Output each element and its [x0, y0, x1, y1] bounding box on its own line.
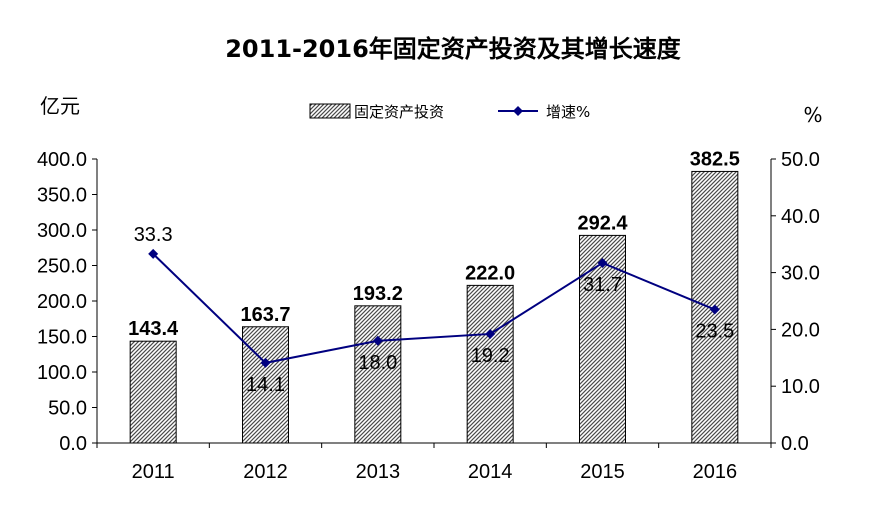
- bar-data-label: 382.5: [690, 148, 740, 170]
- line-data-label: 19.2: [471, 345, 510, 367]
- line-point-diamond: [709, 304, 720, 315]
- right-tick-label: 50.0: [781, 149, 820, 171]
- line-growth-rate: [152, 253, 716, 364]
- bar-investment: [466, 284, 514, 444]
- bar-data-label: 222.0: [465, 262, 515, 284]
- line-data-label: 23.5: [695, 321, 734, 343]
- bar-investment: [242, 326, 289, 444]
- plot-area: 0.0 50.0 100.0 150.0 200.0 250.0 300.0 350.0 400…: [37, 148, 820, 483]
- line-data-label: 18.0: [358, 352, 397, 374]
- chart-title: 2011-2016年固定资产投资及其增长速度: [225, 35, 682, 63]
- right-tick-label: 30.0: [781, 263, 820, 285]
- x-tick-label: 2014: [468, 461, 513, 483]
- x-tick-label: 2013: [356, 461, 401, 483]
- bar-investment: [129, 340, 177, 444]
- line-point-diamond: [485, 328, 496, 339]
- x-tick-label: 2015: [580, 461, 625, 483]
- x-tick-label: 2012: [243, 461, 288, 483]
- left-tick-label: 250.0: [37, 256, 87, 278]
- bar-data-label: 292.4: [577, 212, 628, 234]
- right-tick-label: 10.0: [781, 376, 820, 398]
- right-tick-label: 0.0: [781, 433, 809, 455]
- line-data-label: 14.1: [246, 374, 285, 396]
- left-axis-unit: 亿元: [40, 94, 80, 118]
- right-axis-unit: %: [803, 103, 822, 127]
- left-tick-label: 0.0: [59, 433, 87, 455]
- bar-data-label: 163.7: [240, 304, 290, 326]
- bar-data-label: 193.2: [353, 283, 403, 305]
- left-tick-label: 100.0: [37, 362, 87, 384]
- line-data-label: 33.3: [134, 224, 173, 246]
- legend-label-growth: 增速%: [546, 103, 590, 121]
- line-point-diamond: [372, 335, 383, 346]
- line-point-diamond: [148, 248, 159, 259]
- x-tick-label: 2016: [693, 461, 738, 483]
- line-point-diamond: [260, 357, 271, 368]
- left-tick-label: 400.0: [37, 149, 87, 171]
- right-tick-label: 40.0: [781, 206, 820, 228]
- right-tick-label: 20.0: [781, 319, 820, 341]
- legend-swatch-investment: [309, 103, 351, 119]
- left-tick-label: 200.0: [37, 291, 87, 313]
- bar-data-label: 143.4: [128, 318, 179, 340]
- bar-investment: [354, 305, 402, 444]
- left-tick-label: 300.0: [37, 220, 87, 242]
- legend: 固定资产投资 增速%: [309, 103, 590, 121]
- line-point-diamond: [597, 257, 608, 268]
- legend-marker-diamond-icon: [513, 106, 523, 116]
- line-data-label: 31.7: [583, 274, 622, 296]
- left-tick-label: 150.0: [37, 327, 87, 349]
- legend-label-investment: 固定资产投资: [354, 103, 444, 121]
- left-tick-label: 50.0: [48, 398, 87, 420]
- x-tick-label: 2011: [132, 461, 175, 483]
- left-tick-label: 350.0: [37, 185, 87, 207]
